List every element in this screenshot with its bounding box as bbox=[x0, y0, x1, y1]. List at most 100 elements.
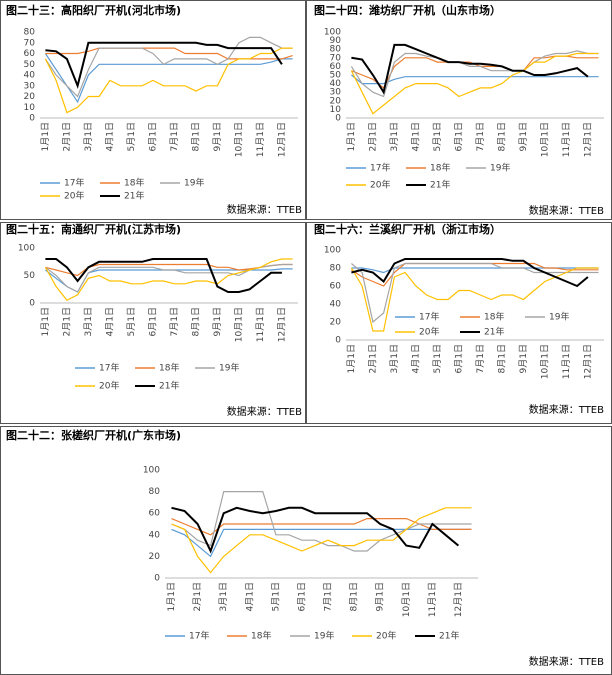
x-tick-label: 11月1日 bbox=[255, 122, 266, 157]
legend-label: 17年 bbox=[189, 630, 209, 642]
series-line bbox=[171, 518, 472, 536]
legend-label: 19年 bbox=[314, 630, 334, 642]
x-tick-label: 6月1日 bbox=[296, 582, 307, 611]
y-tick-label: 0 bbox=[154, 574, 160, 584]
y-tick-label: 70 bbox=[24, 38, 36, 48]
y-tick-label: 50 bbox=[330, 71, 342, 81]
legend-label: 20年 bbox=[370, 179, 390, 191]
y-tick-label: 60 bbox=[330, 62, 342, 72]
legend-label: 21年 bbox=[124, 190, 144, 202]
x-tick-label: 9月1日 bbox=[212, 122, 223, 151]
legend-label: 19年 bbox=[184, 177, 204, 189]
series-line bbox=[44, 47, 293, 114]
legend-label: 17年 bbox=[419, 311, 439, 323]
x-tick-label: 6月1日 bbox=[453, 122, 464, 151]
y-tick-label: 80 bbox=[24, 28, 36, 38]
x-tick-label: 9月1日 bbox=[518, 122, 529, 151]
y-tick-label: 80 bbox=[149, 487, 161, 497]
x-tick-label: 1月1日 bbox=[346, 344, 357, 373]
x-tick-label: 11月1日 bbox=[427, 582, 438, 617]
series-line bbox=[350, 267, 599, 332]
x-tick-label: 8月1日 bbox=[349, 582, 360, 611]
x-tick-label: 2月1日 bbox=[192, 582, 203, 611]
y-tick-label: 20 bbox=[330, 318, 342, 328]
x-tick-label: 6月1日 bbox=[453, 344, 464, 373]
source-note: 数据来源：TTEB bbox=[227, 405, 302, 418]
x-tick-label: 1月1日 bbox=[166, 582, 177, 611]
x-tick-label: 3月1日 bbox=[218, 582, 229, 611]
panel bbox=[306, 0, 612, 220]
legend-label: 20年 bbox=[419, 326, 439, 338]
legend-label: 17年 bbox=[64, 177, 84, 189]
y-tick-label: 20 bbox=[24, 92, 36, 102]
y-tick-label: 40 bbox=[330, 300, 342, 310]
series-line bbox=[351, 258, 589, 288]
x-tick-label: 10月1日 bbox=[539, 344, 550, 379]
x-tick-label: 7月1日 bbox=[475, 122, 486, 151]
x-tick-label: 7月1日 bbox=[169, 307, 180, 336]
x-tick-label: 12月1日 bbox=[582, 344, 593, 379]
x-tick-label: 1月1日 bbox=[40, 307, 51, 336]
series-line bbox=[350, 52, 599, 115]
x-tick-label: 11月1日 bbox=[561, 344, 572, 379]
series-line bbox=[351, 74, 599, 85]
y-tick-label: 10 bbox=[330, 105, 342, 115]
x-tick-label: 1月1日 bbox=[40, 122, 51, 151]
x-tick-label: 3月1日 bbox=[83, 307, 94, 336]
y-tick-label: 50 bbox=[24, 271, 36, 281]
y-tick-label: 70 bbox=[330, 53, 342, 63]
x-tick-label: 10月1日 bbox=[539, 122, 550, 157]
x-tick-label: 12月1日 bbox=[276, 122, 287, 157]
x-tick-label: 6月1日 bbox=[147, 307, 158, 336]
series-line bbox=[44, 258, 293, 302]
legend-label: 18年 bbox=[124, 177, 144, 189]
chart-title: 图二十二：张槎织厂开机(广东市场) bbox=[6, 428, 181, 442]
chart-title: 图二十五：南通织厂开机(江苏市场) bbox=[6, 222, 181, 236]
x-tick-label: 2月1日 bbox=[367, 122, 378, 151]
series-line bbox=[171, 507, 472, 574]
x-tick-label: 8月1日 bbox=[496, 122, 507, 151]
x-tick-label: 6月1日 bbox=[147, 122, 158, 151]
panel bbox=[306, 222, 612, 424]
x-tick-label: 10月1日 bbox=[233, 122, 244, 157]
chart-title: 图二十三：高阳织厂开机(河北市场) bbox=[6, 3, 181, 17]
chart-title: 图二十四：潍坊织厂开机（山东市场） bbox=[314, 3, 501, 17]
y-tick-label: 20 bbox=[149, 552, 161, 562]
y-tick-label: 50 bbox=[24, 60, 36, 70]
x-tick-label: 4月1日 bbox=[244, 582, 255, 611]
source-note: 数据来源：TTEB bbox=[227, 203, 302, 216]
y-tick-label: 40 bbox=[149, 530, 161, 540]
y-tick-label: 60 bbox=[24, 49, 36, 59]
y-tick-label: 0 bbox=[29, 114, 35, 124]
y-tick-label: 0 bbox=[335, 114, 341, 124]
legend-label: 19年 bbox=[490, 162, 510, 174]
source-note: 数据来源：TTEB bbox=[529, 204, 604, 217]
panel bbox=[0, 0, 306, 220]
x-tick-label: 5月1日 bbox=[126, 122, 137, 151]
legend-label: 17年 bbox=[99, 362, 119, 374]
x-tick-label: 4月1日 bbox=[410, 122, 421, 151]
legend-label: 17年 bbox=[370, 162, 390, 174]
x-tick-label: 8月1日 bbox=[190, 307, 201, 336]
x-tick-label: 4月1日 bbox=[104, 122, 115, 151]
legend-label: 19年 bbox=[549, 311, 569, 323]
series-line bbox=[171, 491, 472, 552]
y-tick-label: 60 bbox=[330, 282, 342, 292]
x-tick-label: 5月1日 bbox=[126, 307, 137, 336]
x-tick-label: 8月1日 bbox=[190, 122, 201, 151]
x-tick-label: 3月1日 bbox=[389, 122, 400, 151]
source-note: 数据来源：TTEB bbox=[529, 403, 604, 416]
series-line bbox=[45, 258, 282, 293]
chart-title: 图二十六：兰溪织厂开机（浙江市场） bbox=[314, 222, 501, 236]
y-tick-label: 100 bbox=[324, 28, 341, 38]
x-tick-label: 12月1日 bbox=[453, 582, 464, 617]
panel bbox=[0, 222, 306, 424]
x-tick-label: 11月1日 bbox=[255, 307, 266, 342]
legend-label: 20年 bbox=[99, 380, 119, 392]
x-tick-label: 2月1日 bbox=[61, 122, 72, 151]
x-tick-label: 5月1日 bbox=[270, 582, 281, 611]
x-tick-label: 12月1日 bbox=[582, 122, 593, 157]
y-tick-label: 0 bbox=[335, 336, 341, 346]
x-tick-label: 1月1日 bbox=[346, 122, 357, 151]
